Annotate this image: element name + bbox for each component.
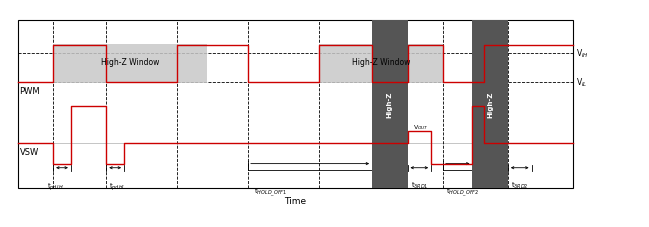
Text: t$_{3RD2}$: t$_{3RD2}$	[511, 180, 528, 190]
Bar	[372, 21, 408, 188]
Bar	[53, 44, 206, 83]
Text: PWM: PWM	[19, 86, 40, 95]
Text: V$_{IL}$: V$_{IL}$	[576, 76, 587, 88]
Text: High-Z: High-Z	[487, 91, 493, 118]
Text: High-Z Window: High-Z Window	[352, 57, 410, 66]
Text: t$_{pdLH}$: t$_{pdLH}$	[47, 180, 64, 192]
Text: t$_{HOLD\_OFF2}$: t$_{HOLD\_OFF2}$	[446, 186, 480, 198]
Bar	[18, 21, 573, 188]
Text: V$_{OUT}$: V$_{OUT}$	[413, 123, 430, 132]
Text: V$_{IH}$: V$_{IH}$	[576, 47, 589, 60]
Text: t$_{pdHL}$: t$_{pdHL}$	[109, 180, 127, 192]
Text: Time: Time	[284, 196, 306, 205]
Text: High-Z: High-Z	[387, 91, 393, 118]
Text: VSW: VSW	[19, 148, 39, 156]
Text: t$_{3RD1}$: t$_{3RD1}$	[411, 180, 428, 190]
Text: High-Z Window: High-Z Window	[101, 57, 159, 66]
Text: t$_{HOLD\_OFF1}$: t$_{HOLD\_OFF1}$	[254, 186, 288, 198]
Bar	[319, 44, 443, 83]
Bar	[472, 21, 508, 188]
